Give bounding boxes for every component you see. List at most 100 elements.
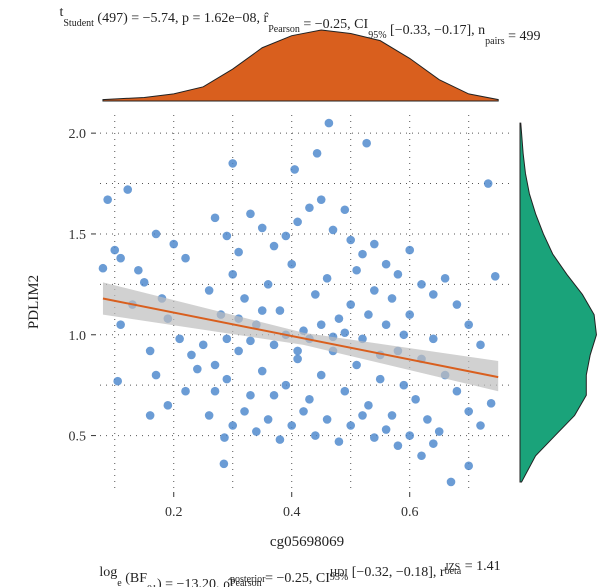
point [293, 217, 302, 227]
point [113, 376, 122, 386]
point [417, 280, 426, 289]
point [275, 306, 285, 315]
point [452, 300, 462, 309]
point [240, 407, 249, 416]
point [381, 425, 391, 434]
x-density [102, 29, 499, 102]
point [234, 346, 243, 356]
point [358, 249, 367, 259]
point [134, 265, 143, 275]
point [399, 330, 409, 340]
point [387, 411, 397, 420]
point [483, 179, 493, 188]
point [340, 386, 350, 396]
point [316, 320, 326, 329]
point [429, 334, 438, 344]
point [175, 334, 184, 344]
y-tick-label: 0.5 [69, 430, 87, 445]
text-part: = 499 [505, 29, 541, 44]
point [322, 274, 332, 283]
x-tick-label: 0.2 [165, 505, 183, 520]
point [263, 415, 273, 424]
point [334, 314, 344, 323]
point [405, 310, 415, 319]
point [464, 320, 474, 329]
point [222, 334, 232, 344]
text-part: ) = −13.20, [157, 577, 223, 587]
point [116, 320, 125, 329]
caption: loge (BF01) = −13.20, ρ̂posteriorPearson… [99, 559, 500, 587]
point [290, 165, 299, 174]
point [275, 435, 285, 444]
point [346, 421, 356, 430]
text-part: n [478, 23, 485, 38]
point [464, 461, 474, 471]
point [340, 328, 350, 338]
point [370, 239, 379, 249]
point [220, 433, 229, 442]
point [210, 213, 220, 223]
text-part: [−0.33, −0.17], [387, 23, 479, 38]
subscript: 95% [330, 572, 348, 583]
point [163, 401, 173, 410]
point [269, 340, 279, 350]
point [387, 294, 397, 303]
point [352, 360, 361, 370]
text-part: = −0.25, CI [262, 571, 331, 586]
point [393, 441, 403, 450]
point [311, 431, 320, 440]
text-part: log [99, 565, 117, 580]
point [352, 265, 361, 275]
point [486, 399, 496, 408]
point [405, 431, 415, 440]
point [305, 394, 314, 404]
point [375, 374, 385, 384]
point [405, 245, 415, 255]
text-part: = 1.41 [461, 559, 500, 574]
x-axis-label: cg05698069 [270, 534, 344, 550]
y-axis-label: PDLIM2 [26, 275, 42, 329]
y-tick-label: 1.0 [69, 329, 87, 344]
point [358, 411, 367, 420]
point [269, 390, 279, 400]
point [440, 274, 450, 283]
text-part: t [59, 5, 63, 20]
point [293, 354, 302, 364]
point [240, 294, 249, 303]
fit-line [102, 297, 499, 379]
point [281, 380, 291, 390]
point [151, 229, 161, 239]
point [434, 427, 444, 436]
point [246, 336, 255, 346]
text-part: (BF [122, 571, 148, 586]
point [324, 118, 334, 128]
point [476, 340, 485, 350]
point [299, 407, 308, 416]
y-tick-label: 1.5 [69, 228, 87, 243]
point [429, 439, 438, 448]
point [370, 433, 379, 442]
text-part: ρ̂ [223, 577, 233, 587]
point [293, 346, 302, 356]
point [464, 407, 474, 416]
point [364, 401, 373, 410]
point [490, 271, 500, 281]
point [399, 380, 409, 390]
point [145, 411, 155, 420]
point [234, 247, 243, 257]
point [417, 451, 426, 461]
x-tick-label: 0.4 [283, 505, 301, 520]
point [281, 231, 291, 241]
point [311, 290, 320, 299]
y-tick-label: 2.0 [69, 127, 87, 142]
superscript: JZS [445, 562, 461, 573]
point [305, 203, 314, 213]
point [362, 138, 371, 148]
point [316, 370, 326, 380]
point [98, 263, 108, 273]
subscript: Pearson [230, 578, 262, 587]
point [210, 386, 220, 396]
point [246, 209, 255, 219]
point [334, 437, 344, 446]
